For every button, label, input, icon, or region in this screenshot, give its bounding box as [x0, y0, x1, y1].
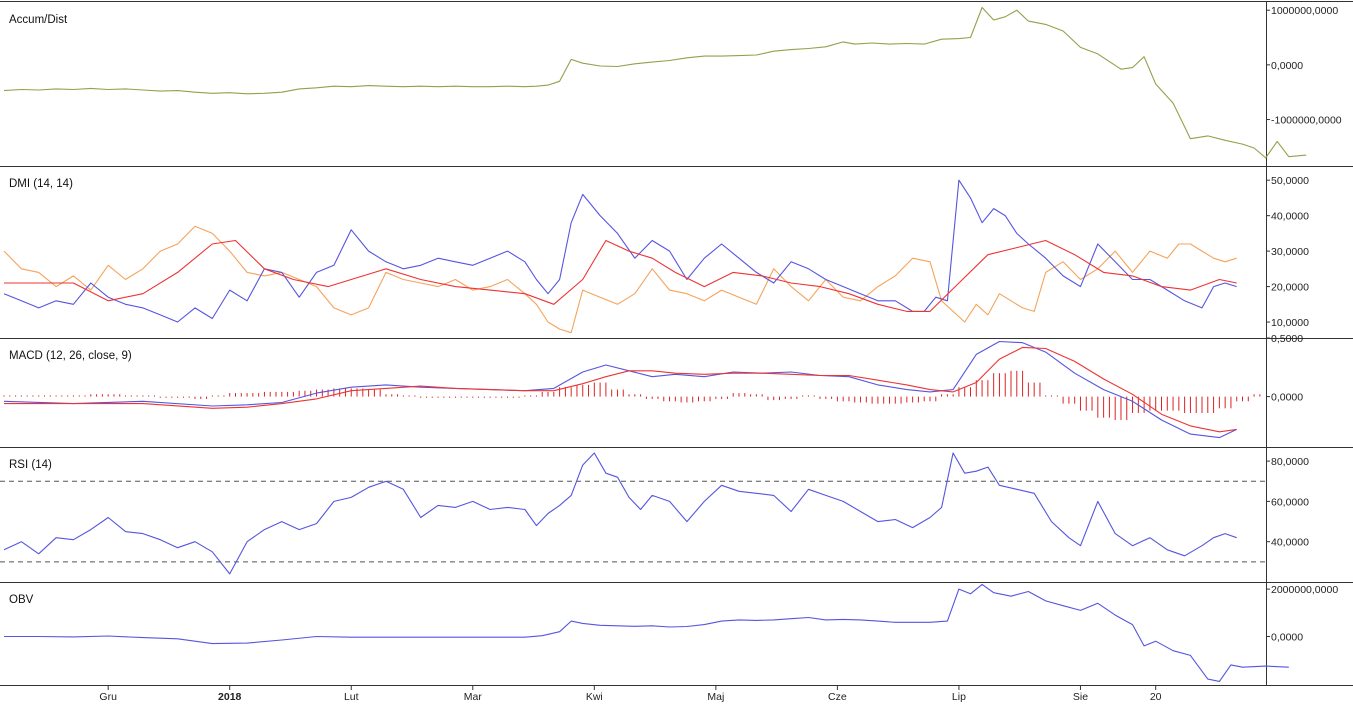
x-tick-label: Sie — [1073, 691, 1088, 703]
obv-y-tick-label: 0,0000 — [1271, 631, 1303, 643]
obv-series-line-0 — [4, 583, 1289, 682]
macd-series-line-1 — [4, 346, 1237, 433]
x-tick-label: Cze — [828, 691, 847, 703]
dmi-y-tick-label: 10,0000 — [1271, 317, 1309, 329]
rsi-y-tick-label: 80,0000 — [1271, 456, 1309, 468]
x-tick-label: Mar — [464, 691, 483, 703]
dmi-series-line-2 — [4, 239, 1237, 312]
macd-series-line-0 — [3, 340, 1237, 439]
rsi-series-line-0 — [3, 452, 1237, 575]
dmi-panel-title: DMI (14, 14) — [9, 178, 73, 190]
rsi-y-tick-label: 60,0000 — [1271, 496, 1309, 508]
dmi-y-tick-label: 40,0000 — [1271, 211, 1309, 223]
rsi-panel-title: RSI (14) — [9, 459, 52, 471]
accum-dist-series-line-0 — [3, 6, 1307, 159]
x-tick-label: 2018 — [218, 691, 242, 703]
rsi-y-tick-label: 40,0000 — [1271, 537, 1309, 549]
accum-dist-y-tick-label: 0,0000 — [1271, 60, 1303, 72]
accum-dist-y-tick-label: -1000000,0000 — [1271, 115, 1342, 127]
dmi-series-line-0 — [3, 225, 1237, 334]
macd-y-tick-label: 0,5000 — [1271, 333, 1303, 345]
x-tick-label: Kwi — [586, 691, 603, 703]
x-tick-label: Lut — [344, 691, 359, 703]
obv-panel-title: OBV — [9, 594, 34, 606]
dmi-y-tick-label: 30,0000 — [1271, 246, 1309, 258]
macd-panel-title: MACD (12, 26, close, 9) — [9, 350, 132, 362]
macd-y-tick-label: 0,0000 — [1271, 392, 1303, 404]
x-tick-label: Maj — [707, 691, 724, 703]
dmi-series-line-1 — [3, 179, 1237, 323]
x-tick-label: Gru — [99, 691, 117, 703]
x-tick-label: 20 — [1150, 691, 1162, 703]
obv-y-tick-label: 2000000,0000 — [1271, 584, 1338, 596]
accum-dist-panel-title: Accum/Dist — [9, 14, 68, 26]
accum-dist-y-tick-label: 1000000,0000 — [1271, 5, 1338, 17]
x-tick-label: Lip — [952, 691, 966, 703]
dmi-y-tick-label: 20,0000 — [1271, 282, 1309, 294]
dmi-y-tick-label: 50,0000 — [1271, 175, 1309, 187]
